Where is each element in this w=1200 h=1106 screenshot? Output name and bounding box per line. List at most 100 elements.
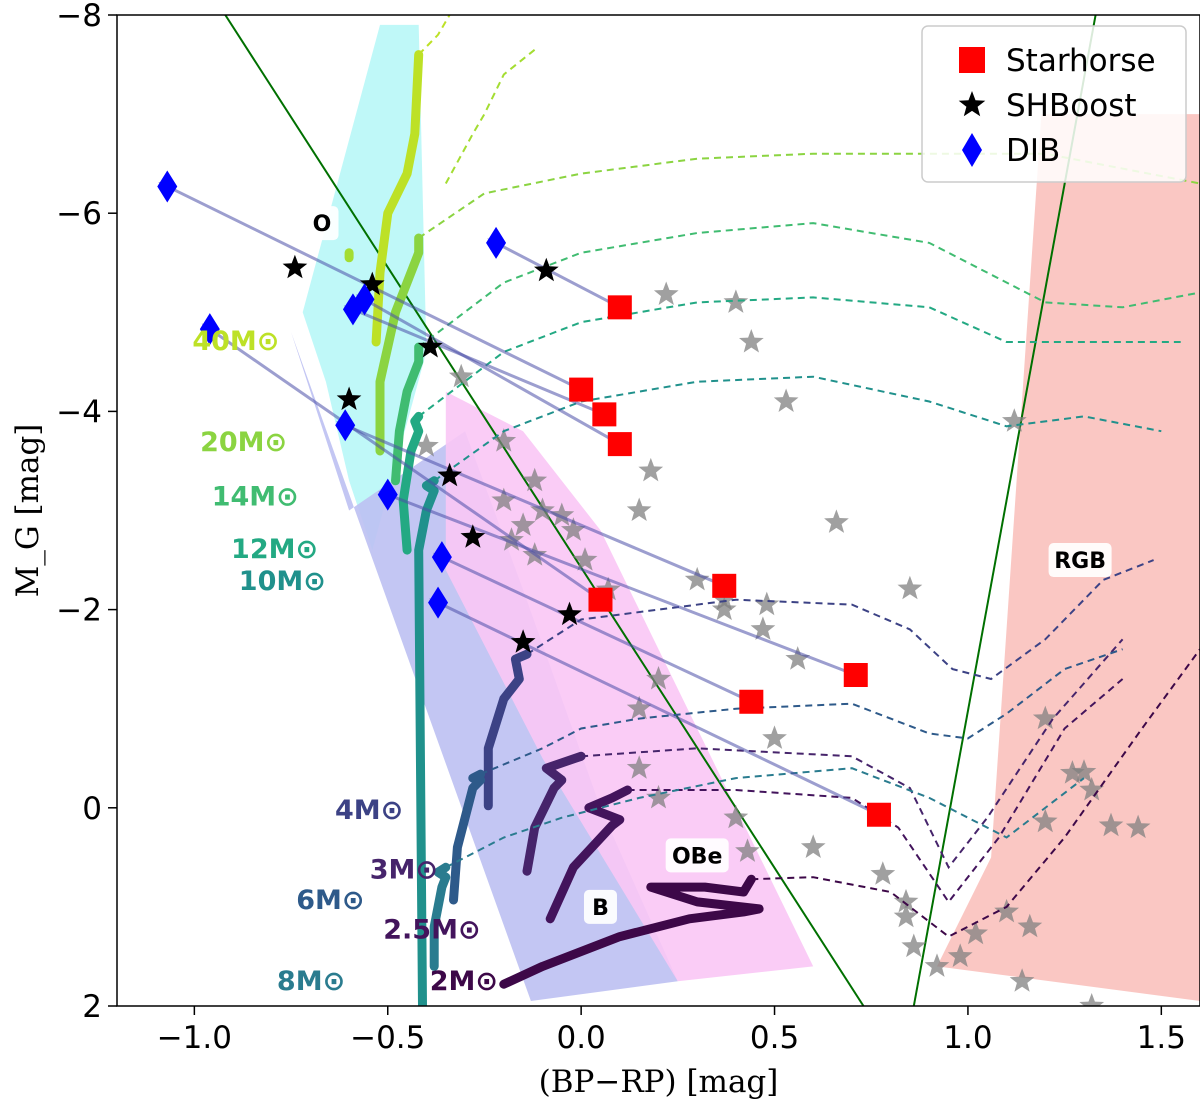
- field-star: [646, 784, 671, 809]
- field-star: [491, 487, 517, 512]
- field-star: [723, 804, 749, 829]
- shboost-point: [534, 257, 559, 282]
- x-tick-label: 1.5: [1137, 1020, 1186, 1056]
- field-star: [1032, 808, 1058, 833]
- shboost-point: [557, 601, 582, 626]
- field-star: [1098, 812, 1124, 837]
- starhorse-point: [843, 663, 868, 688]
- track-solid-7: [398, 411, 424, 555]
- starhorse-point: [607, 432, 632, 457]
- mass-label: 3M⊙: [370, 854, 438, 885]
- x-axis-label: (BP−RP) [mag]: [539, 1064, 779, 1100]
- track-dashed-11: [444, 48, 536, 184]
- dib-point: [157, 170, 178, 203]
- field-star: [1079, 777, 1105, 801]
- region-label-box: [665, 838, 729, 873]
- field-star: [638, 457, 664, 482]
- mass-label: 6M⊙: [296, 885, 364, 916]
- legend-marker-star: [958, 91, 986, 117]
- starhorse-point: [592, 402, 617, 427]
- legend-box: [921, 25, 1187, 183]
- y-tick-label: 2: [82, 989, 102, 1025]
- starhorse-point: [739, 689, 764, 714]
- track-dashed-5: [445, 767, 1085, 869]
- shboost-point: [460, 524, 486, 548]
- region-label-box: [305, 206, 339, 241]
- connection-line: [344, 423, 725, 588]
- legend-label: Starhorse: [1006, 43, 1156, 79]
- field-star: [893, 903, 919, 928]
- region-label: OBe: [672, 844, 722, 869]
- region-label-box: [1048, 543, 1112, 578]
- starhorse-point: [588, 587, 613, 612]
- dib-point: [335, 409, 356, 442]
- field-star: [785, 646, 811, 670]
- data-points: [157, 170, 891, 827]
- field-star: [762, 725, 787, 749]
- track-dashed-0: [751, 648, 1200, 938]
- legend: Starhorse SHBoost DIB: [921, 25, 1187, 183]
- field-star: [414, 433, 439, 457]
- field-star: [739, 329, 764, 353]
- mass-label: 2M⊙: [430, 966, 498, 997]
- mass-label: 4M⊙: [335, 795, 403, 826]
- dib-point: [428, 586, 449, 619]
- field-star: [735, 838, 760, 862]
- field-star: [711, 596, 737, 621]
- y-tick-label: −8: [56, 0, 102, 34]
- mass-label: 40M⊙: [192, 326, 279, 357]
- x-tick-label: −1.0: [157, 1020, 232, 1056]
- track-dashed-8: [418, 222, 1200, 348]
- field-star: [510, 512, 536, 536]
- field-star: [1032, 705, 1058, 730]
- field-star: [561, 517, 586, 541]
- field-star: [1060, 760, 1085, 784]
- dib-point: [486, 226, 507, 259]
- field-star: [448, 363, 474, 388]
- field-star: [824, 509, 849, 533]
- shboost-point: [282, 254, 308, 279]
- field-star: [893, 888, 919, 913]
- field-star: [626, 497, 652, 521]
- field-star: [1002, 408, 1027, 432]
- region-label-box: [583, 889, 617, 924]
- region-label: RGB: [1054, 549, 1106, 574]
- field-star: [653, 281, 679, 305]
- field-star: [1125, 814, 1151, 839]
- field-star: [646, 666, 671, 690]
- field-star: [924, 953, 950, 977]
- y-tick-label: −4: [56, 394, 102, 430]
- x-tick-label: 1.0: [943, 1020, 992, 1056]
- dib-point: [431, 541, 452, 574]
- x-tick-label: 0.5: [750, 1020, 799, 1056]
- field-star: [522, 467, 548, 492]
- legend-marker-square: [959, 47, 985, 73]
- field-star: [963, 920, 988, 945]
- field-star: [750, 616, 776, 640]
- track-dashed-3: [526, 559, 1154, 681]
- dib-point: [342, 293, 363, 326]
- field-star: [549, 502, 575, 526]
- region-label: B: [592, 896, 609, 921]
- track-dashed-10: [417, 15, 451, 56]
- connection-line: [437, 601, 880, 817]
- dib-point: [377, 478, 398, 511]
- field-star: [1009, 968, 1035, 992]
- connection-line: [495, 241, 621, 309]
- field-star: [947, 943, 973, 967]
- connection-line: [363, 298, 621, 446]
- field-star: [901, 933, 927, 958]
- track-dashed-1: [627, 678, 1124, 904]
- starhorse-point: [866, 802, 891, 827]
- field-star: [491, 428, 517, 452]
- track-dashed-7: [418, 296, 1181, 418]
- region-label: O: [313, 212, 332, 237]
- legend-label: DIB: [1006, 133, 1060, 169]
- field-star: [773, 388, 799, 412]
- connection-line: [208, 327, 602, 601]
- y-tick-label: −6: [56, 196, 102, 232]
- in-plot-labels: 2M⊙ 2.5M⊙ 3M⊙ 4M⊙ 6M⊙ 8M⊙ 10M⊙12M⊙ 14M⊙ 20M⊙ 40M⊙…: [192, 206, 1112, 997]
- field-star: [870, 861, 896, 885]
- mass-label: 10M⊙: [239, 566, 326, 597]
